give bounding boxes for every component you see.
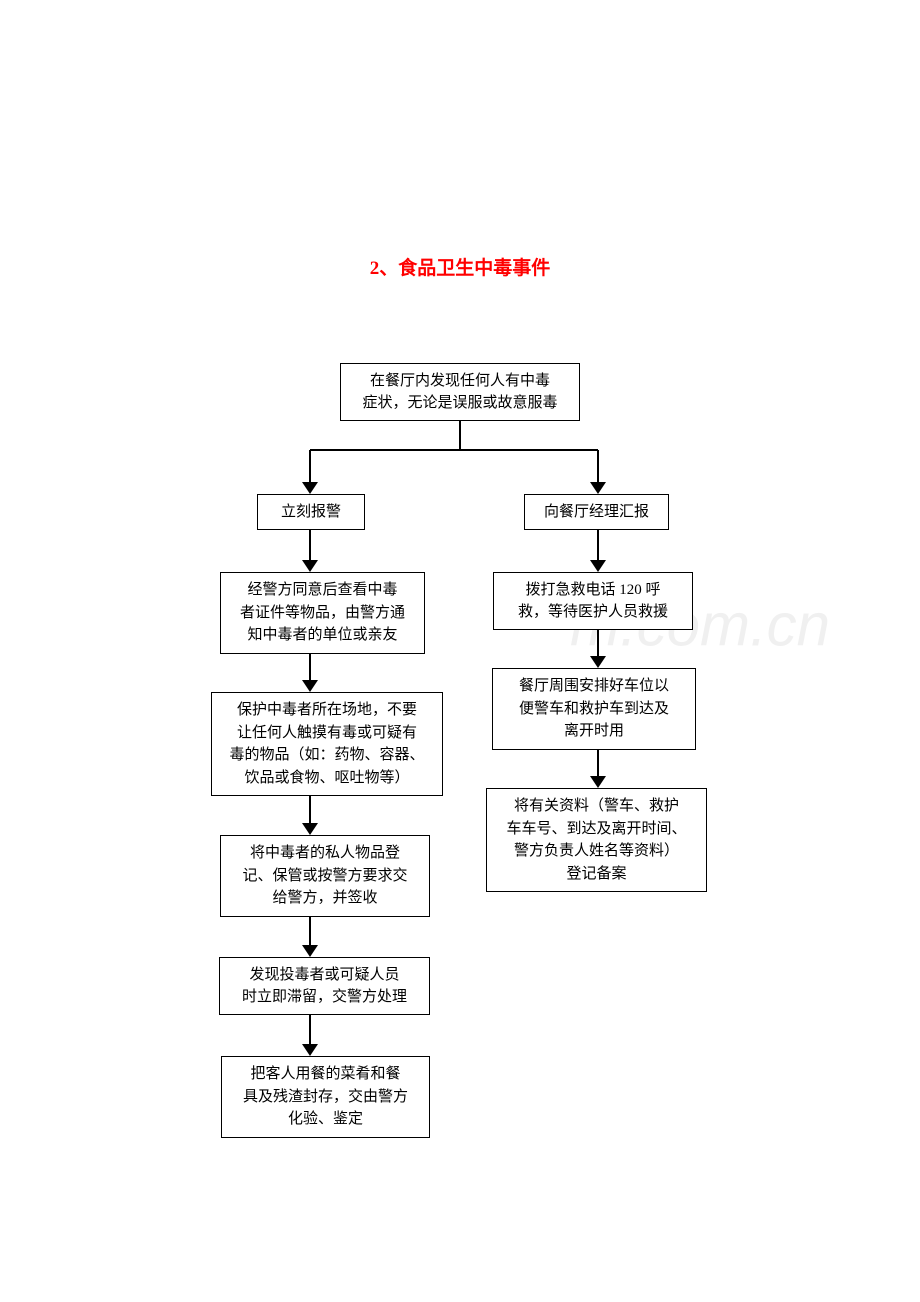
edge-line [309,530,311,562]
arrow-down-icon [590,656,606,668]
edge-line [597,630,599,658]
node-text: 发现投毒者或可疑人员 时立即滞留，交警方处理 [242,964,407,1009]
edge-line [309,917,311,947]
node-text: 拨打急救电话 120 呼 救，等待医护人员救援 [518,579,668,624]
flowchart-node-r2: 拨打急救电话 120 呼 救，等待医护人员救援 [493,572,693,630]
edge-line [310,449,598,451]
node-text: 在餐厅内发现任何人有中毒 症状，无论是误服或故意服毒 [362,370,557,415]
arrow-down-icon [302,680,318,692]
arrow-down-icon [590,776,606,788]
flowchart-node-l6: 把客人用餐的菜肴和餐 具及残渣封存，交由警方 化验、鉴定 [221,1056,430,1138]
arrow-down-icon [590,560,606,572]
flowchart-node-l3: 保护中毒者所在场地，不要 让任何人触摸有毒或可疑有 毒的物品（如：药物、容器、 … [211,692,443,796]
arrow-down-icon [302,945,318,957]
edge-line [309,1015,311,1046]
node-text: 经警方同意后查看中毒 者证件等物品，由警方通 知中毒者的单位或亲友 [240,579,405,647]
arrow-down-icon [302,482,318,494]
flowchart-node-r4: 将有关资料（警车、救护 车车号、到达及离开时间、 警方负责人姓名等资料） 登记备… [486,788,707,892]
edge-line [309,654,311,682]
page-title: 2、食品卫生中毒事件 [360,253,560,280]
flowchart-node-l2: 经警方同意后查看中毒 者证件等物品，由警方通 知中毒者的单位或亲友 [220,572,425,654]
arrow-down-icon [302,1044,318,1056]
node-text: 把客人用餐的菜肴和餐 具及残渣封存，交由警方 化验、鉴定 [243,1063,408,1131]
flowchart-node-r1: 向餐厅经理汇报 [524,494,669,530]
node-text: 将中毒者的私人物品登 记、保管或按警方要求交 给警方，并签收 [242,842,407,910]
arrow-down-icon [302,560,318,572]
node-text: 向餐厅经理汇报 [544,501,649,524]
edge-line [597,530,599,562]
node-text: 将有关资料（警车、救护 车车号、到达及离开时间、 警方负责人姓名等资料） 登记备… [506,795,686,885]
flowchart-node-l4: 将中毒者的私人物品登 记、保管或按警方要求交 给警方，并签收 [220,835,430,917]
edge-line [309,450,311,484]
flowchart-node-start: 在餐厅内发现任何人有中毒 症状，无论是误服或故意服毒 [340,363,580,421]
edge-line [597,450,599,484]
flowchart-node-l1: 立刻报警 [257,494,365,530]
flowchart-node-r3: 餐厅周围安排好车位以 便警车和救护车到达及 离开时用 [492,668,696,750]
node-text: 立刻报警 [281,501,341,524]
arrow-down-icon [590,482,606,494]
node-text: 餐厅周围安排好车位以 便警车和救护车到达及 离开时用 [519,675,669,743]
arrow-down-icon [302,823,318,835]
edge-line [309,796,311,825]
edge-line [597,750,599,778]
flowchart-node-l5: 发现投毒者或可疑人员 时立即滞留，交警方处理 [219,957,430,1015]
edge-line [459,421,461,450]
node-text: 保护中毒者所在场地，不要 让任何人触摸有毒或可疑有 毒的物品（如：药物、容器、 … [229,699,424,789]
